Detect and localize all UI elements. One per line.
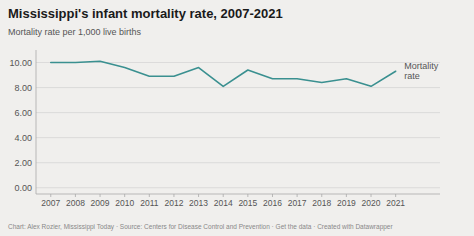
footer: Chart: Alex Rozier, Mississippi Today · … (8, 223, 393, 231)
annotation-line: Mortality (404, 61, 439, 71)
x-tick (272, 194, 273, 197)
x-tick (247, 194, 248, 197)
x-tick-label: 2009 (91, 198, 110, 208)
x-tick (223, 194, 224, 197)
x-tick-label: 2021 (386, 198, 405, 208)
x-tick-label: 2008 (66, 198, 85, 208)
title: Mississippi's infant mortality rate, 200… (8, 6, 283, 21)
x-tick-label: 2012 (164, 198, 183, 208)
x-tick (75, 194, 76, 197)
line (51, 61, 396, 86)
grid-line (36, 187, 440, 188)
x-tick (149, 194, 150, 197)
annotation: Mortalityrate (404, 61, 439, 81)
y-tick-label: 10.00 (9, 58, 32, 68)
x-tick (297, 194, 298, 197)
x-tick-label: 2020 (362, 198, 381, 208)
y-tick-label: 0.00 (14, 183, 32, 193)
x-tick-label: 2011 (140, 198, 159, 208)
x-tick (371, 194, 372, 197)
annotation-line: rate (404, 71, 420, 81)
grid-line (36, 162, 440, 163)
plot-area (51, 61, 396, 86)
subtitle: Mortality rate per 1,000 live births (8, 27, 142, 37)
x-tick (321, 194, 322, 197)
x-axis (36, 194, 440, 195)
x-tick (100, 194, 101, 197)
x-tick-label: 2014 (214, 198, 233, 208)
x-tick-label: 2019 (337, 198, 356, 208)
chart: Mississippi's infant mortality rate, 200… (0, 0, 474, 236)
y-tick-label: 2.00 (14, 158, 32, 168)
x-tick-label: 2015 (238, 198, 257, 208)
x-tick-label: 2018 (312, 198, 331, 208)
x-tick (50, 194, 51, 197)
x-tick (198, 194, 199, 197)
x-tick-label: 2007 (41, 198, 60, 208)
grid-line (36, 112, 440, 113)
y-tick-label: 6.00 (14, 108, 32, 118)
x-tick-label: 2016 (263, 198, 282, 208)
grid-line (36, 87, 440, 88)
grid-line (36, 137, 440, 138)
x-tick (173, 194, 174, 197)
x-tick (395, 194, 396, 197)
y-tick-label: 4.00 (14, 133, 32, 143)
y-tick-label: 8.00 (14, 83, 32, 93)
x-tick-label: 2013 (189, 198, 208, 208)
y-axis (36, 50, 37, 194)
x-tick (346, 194, 347, 197)
x-tick-label: 2010 (115, 198, 134, 208)
x-tick (124, 194, 125, 197)
x-tick-label: 2017 (288, 198, 307, 208)
